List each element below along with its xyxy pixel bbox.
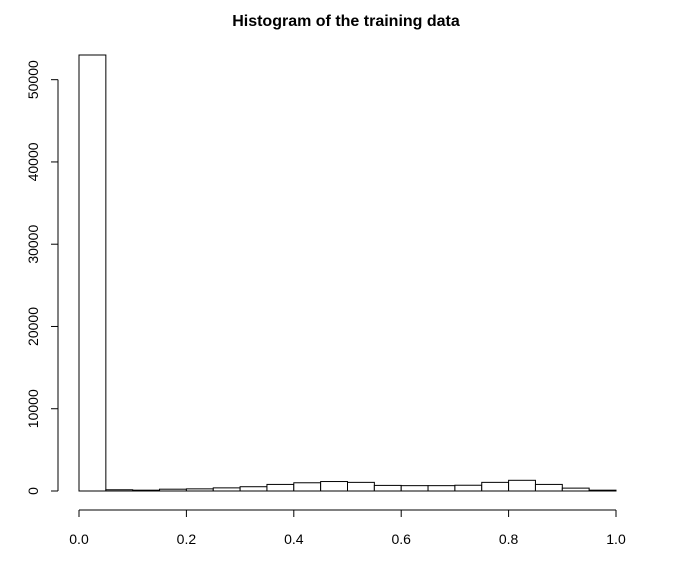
histogram-bar xyxy=(561,487,590,492)
y-tick-label: 50000 xyxy=(25,60,41,99)
x-axis: 0.0 0.2 0.4 0.6 0.8 1.0 xyxy=(69,509,626,547)
x-tick-label: 0.4 xyxy=(284,531,304,547)
histogram-bar xyxy=(239,486,268,492)
x-tick-label: 0.8 xyxy=(499,531,519,547)
y-tick-label: 10000 xyxy=(25,389,41,428)
y-tick-label: 40000 xyxy=(25,142,41,181)
y-axis: 0 10000 20000 30000 40000 50000 xyxy=(25,60,59,495)
x-tick-label: 0.2 xyxy=(177,531,197,547)
histogram-bar xyxy=(400,485,429,492)
x-tick-label: 0.0 xyxy=(69,531,89,547)
histogram-bar xyxy=(427,485,456,492)
chart-title: Histogram of the training data xyxy=(232,13,460,30)
histogram-bar xyxy=(185,488,214,492)
bars-group xyxy=(78,54,617,492)
histogram-bar xyxy=(293,482,322,492)
histogram-bar xyxy=(78,54,107,492)
y-tick-label: 0 xyxy=(25,487,41,495)
histogram-bar xyxy=(105,489,134,492)
histogram-bar xyxy=(481,481,510,492)
histogram-bar xyxy=(588,489,617,492)
histogram-bar xyxy=(132,489,161,492)
histogram-bar xyxy=(454,484,483,492)
histogram-bar xyxy=(159,488,187,492)
histogram-bar xyxy=(373,484,402,492)
x-tick-label: 1.0 xyxy=(606,531,626,547)
y-tick-label: 30000 xyxy=(25,225,41,264)
x-tick-label: 0.6 xyxy=(391,531,411,547)
histogram-bar xyxy=(347,481,375,492)
y-tick-label: 20000 xyxy=(25,307,41,346)
histogram-bar xyxy=(266,483,295,492)
histogram-bar xyxy=(320,481,348,492)
histogram-bar xyxy=(212,487,241,492)
histogram-bar xyxy=(534,483,563,492)
histogram-bar xyxy=(508,479,536,492)
